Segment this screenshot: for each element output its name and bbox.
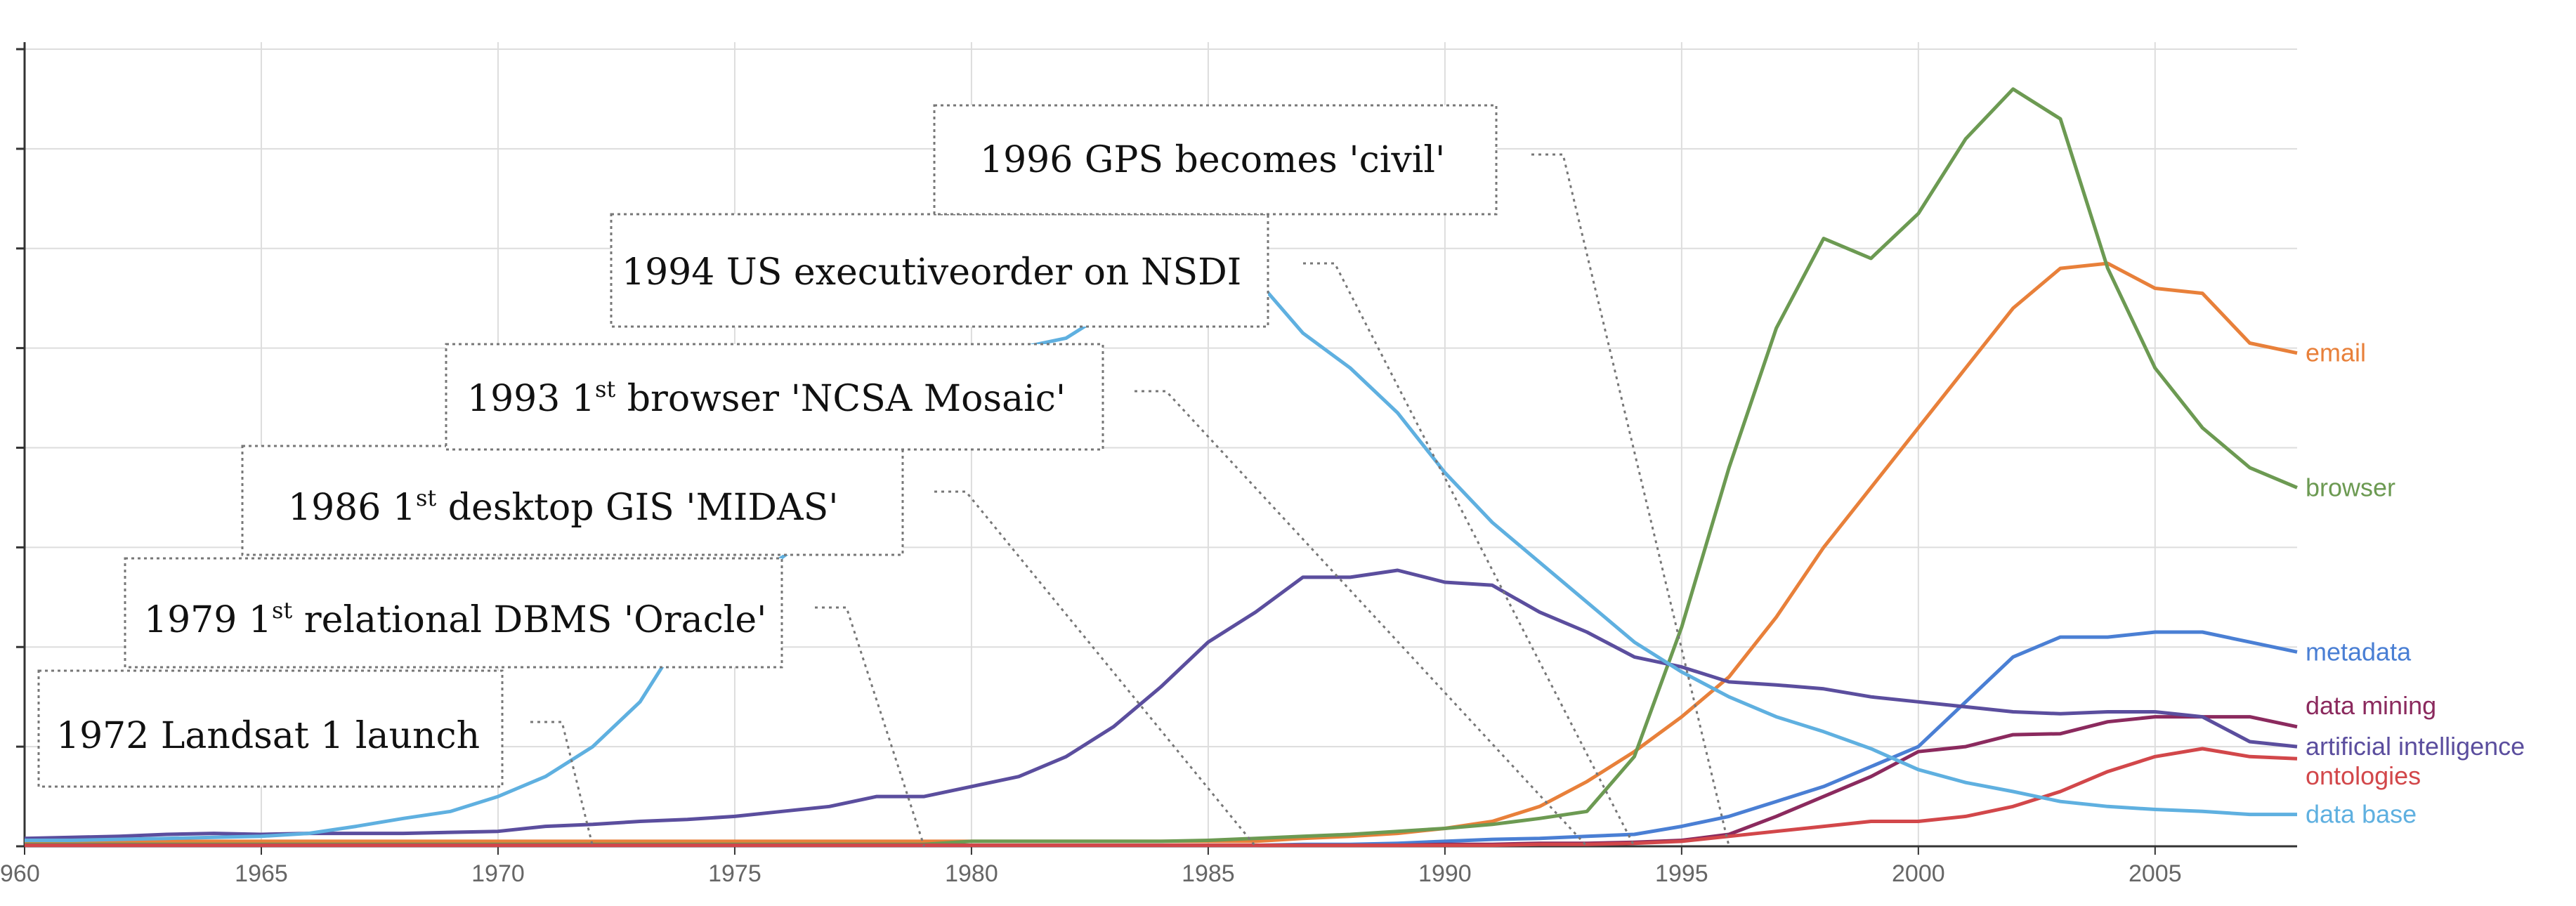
x-tick-label: 2005 bbox=[2129, 860, 2182, 887]
annotation-leader-line bbox=[1303, 262, 1635, 847]
series-lines bbox=[24, 87, 2298, 848]
series-labels: email browser metadata data mining artificia… bbox=[2306, 339, 2525, 829]
annotation-1986: 1986 1st desktop GIS 'MIDAS' bbox=[241, 445, 1257, 847]
event-annotations: 1972 Landsat 1 launch 1979 1st relational… bbox=[37, 104, 1730, 848]
annotation-1979: 1979 1st relational DBMS 'Oracle' bbox=[124, 557, 925, 847]
annotation-leader-line bbox=[934, 490, 1257, 847]
series-label-data-base: data base bbox=[2306, 800, 2417, 829]
annotation-label: 1979 1st relational DBMS 'Oracle' bbox=[144, 597, 766, 641]
annotation-label: 1996 GPS becomes 'civil' bbox=[980, 139, 1445, 181]
annotation-box bbox=[241, 445, 904, 556]
x-tick-label: 1990 bbox=[1418, 860, 1472, 887]
annotation-1996: 1996 GPS becomes 'civil' bbox=[933, 104, 1730, 847]
x-tick-label: 1985 bbox=[1182, 860, 1235, 887]
annotation-box bbox=[610, 213, 1269, 328]
annotation-label: 1972 Landsat 1 launch bbox=[56, 715, 480, 757]
x-tick-label: 1970 bbox=[471, 860, 525, 887]
annotation-box bbox=[124, 557, 783, 669]
x-tick-label: 1995 bbox=[1655, 860, 1708, 887]
annotation-label: 1993 1st browser 'NCSA Mosaic' bbox=[467, 376, 1066, 420]
annotation-label: 1994 US executiveorder on NSDI bbox=[622, 251, 1241, 294]
x-tick-label: 1980 bbox=[945, 860, 998, 887]
annotation-label: 1986 1st desktop GIS 'MIDAS' bbox=[288, 485, 839, 529]
annotation-1993: 1993 1st browser 'NCSA Mosaic' bbox=[445, 343, 1588, 848]
series-label-artificial-intelligence: artificial intelligence bbox=[2306, 732, 2525, 761]
annotation-1972: 1972 Landsat 1 launch bbox=[37, 669, 594, 847]
annotation-leader-line bbox=[1135, 390, 1588, 848]
series-label-data-mining: data mining bbox=[2306, 691, 2436, 720]
x-tick-label: 2000 bbox=[1892, 860, 1945, 887]
series-label-ontologies: ontologies bbox=[2306, 761, 2421, 790]
annotation-box bbox=[37, 669, 504, 788]
annotation-box bbox=[933, 104, 1498, 216]
annotation-1994: 1994 US executiveorder on NSDI bbox=[610, 213, 1635, 847]
series-label-email: email bbox=[2306, 339, 2366, 367]
x-tick-label: 1965 bbox=[235, 860, 288, 887]
series-label-metadata: metadata bbox=[2306, 637, 2412, 666]
series-line-ontologies bbox=[25, 747, 2298, 848]
series-line-artificial-intelligence bbox=[24, 568, 2298, 841]
annotation-box bbox=[445, 343, 1104, 451]
x-tick-label: 960 bbox=[0, 860, 40, 887]
series-label-browser: browser bbox=[2306, 473, 2395, 501]
annotation-leader-line bbox=[1531, 153, 1730, 847]
annotation-leader-line bbox=[815, 606, 925, 847]
x-tick-label: 1975 bbox=[708, 860, 761, 887]
